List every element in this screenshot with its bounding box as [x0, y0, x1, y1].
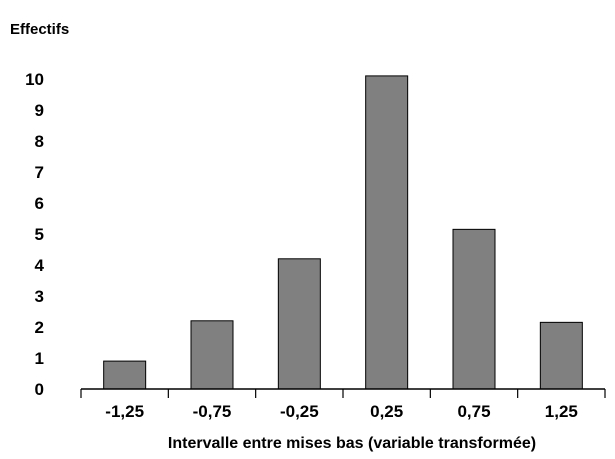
y-tick-label: 2	[35, 318, 44, 337]
bar--0,25	[277, 258, 321, 390]
y-tick-label: 6	[35, 194, 44, 213]
y-axis-title: Effectifs	[10, 21, 69, 38]
y-tick-label: 0	[35, 380, 44, 399]
x-tick-label: 0,75	[457, 402, 490, 421]
bar-0,75	[452, 228, 496, 390]
bar-0,25	[365, 75, 409, 390]
x-axis: -1,25 -0,75 -0,25 0,25 0,75 1,25	[80, 388, 606, 421]
y-tick-label: 4	[35, 256, 45, 275]
x-axis-title: Intervalle entre mises bas (variable tra…	[168, 435, 536, 452]
bar--0,75	[190, 320, 234, 390]
x-tick-label: 0,25	[370, 402, 403, 421]
y-tick-label: 7	[35, 163, 44, 182]
bar-1,25	[539, 321, 583, 390]
y-tick-label: 8	[35, 132, 44, 151]
y-axis: 0 1 2 3 4 5 6 7 8 9 10	[25, 70, 44, 399]
y-tick-label: 5	[35, 225, 44, 244]
x-tick-label: -1,25	[105, 402, 144, 421]
y-tick-label: 9	[35, 101, 44, 120]
y-tick-label: 3	[35, 287, 44, 306]
x-tick-label: -0,75	[193, 402, 232, 421]
bar--1,25	[103, 360, 147, 390]
x-tick-label: 1,25	[545, 402, 578, 421]
y-tick-label: 10	[25, 70, 44, 89]
x-tick-label: -0,25	[280, 402, 319, 421]
bars-group	[103, 75, 583, 390]
y-tick-label: 1	[35, 349, 44, 368]
